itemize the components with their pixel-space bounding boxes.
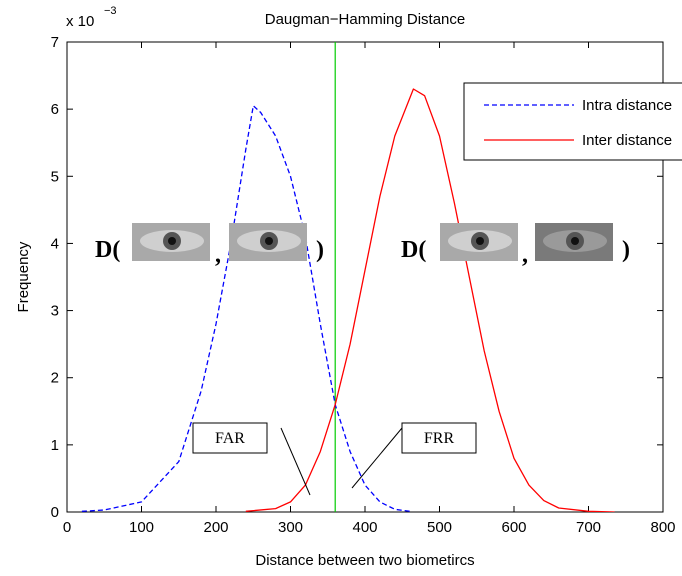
annotation-pointer [351, 427, 403, 489]
y-scale-base: x 10 [66, 13, 94, 30]
series-line [245, 88, 615, 512]
y-tick-label: 2 [51, 370, 59, 387]
legend: Intra distance Inter distance [463, 82, 682, 161]
annotation-box [192, 422, 268, 454]
annotation-pointer [280, 427, 311, 496]
equation-text: D( [95, 237, 120, 263]
annotation-box [401, 422, 477, 454]
x-tick-label: 200 [203, 519, 228, 536]
equation-text: , [522, 242, 528, 268]
y-tick-label: 7 [51, 34, 59, 51]
eye-pupil [571, 237, 579, 245]
equation-text: D( [401, 237, 426, 263]
legend-label: Inter distance [582, 132, 672, 149]
y-tick-label: 4 [51, 235, 59, 252]
y-scale-exponent: −3 [104, 5, 117, 17]
y-axis-label: Frequency [15, 241, 32, 312]
y-tick-label: 1 [51, 437, 59, 454]
annotation-text: FAR [215, 430, 245, 447]
x-tick-label: 300 [278, 519, 303, 536]
legend-label: Intra distance [582, 97, 672, 114]
eye-pupil [168, 237, 176, 245]
eye-pupil [476, 237, 484, 245]
x-tick-label: 100 [129, 519, 154, 536]
y-tick-label: 6 [51, 101, 59, 118]
y-tick-label: 3 [51, 303, 59, 320]
x-tick-label: 500 [427, 519, 452, 536]
x-tick-label: 0 [63, 519, 71, 536]
chart-title: Daugman−Hamming Distance [265, 11, 466, 28]
x-tick-label: 400 [352, 519, 377, 536]
x-tick-label: 600 [501, 519, 526, 536]
series-line [81, 105, 410, 512]
x-axis-label: Distance between two biometircs [255, 552, 474, 569]
equation-text: ) [622, 237, 630, 263]
y-tick-label: 0 [51, 504, 59, 521]
equation-text: , [215, 242, 221, 268]
eye-pupil [265, 237, 273, 245]
legend-box [463, 82, 682, 161]
annotation-text: FRR [424, 430, 455, 447]
x-tick-label: 800 [650, 519, 675, 536]
y-tick-label: 5 [51, 168, 59, 185]
x-tick-label: 700 [576, 519, 601, 536]
equation-text: ) [316, 237, 324, 263]
